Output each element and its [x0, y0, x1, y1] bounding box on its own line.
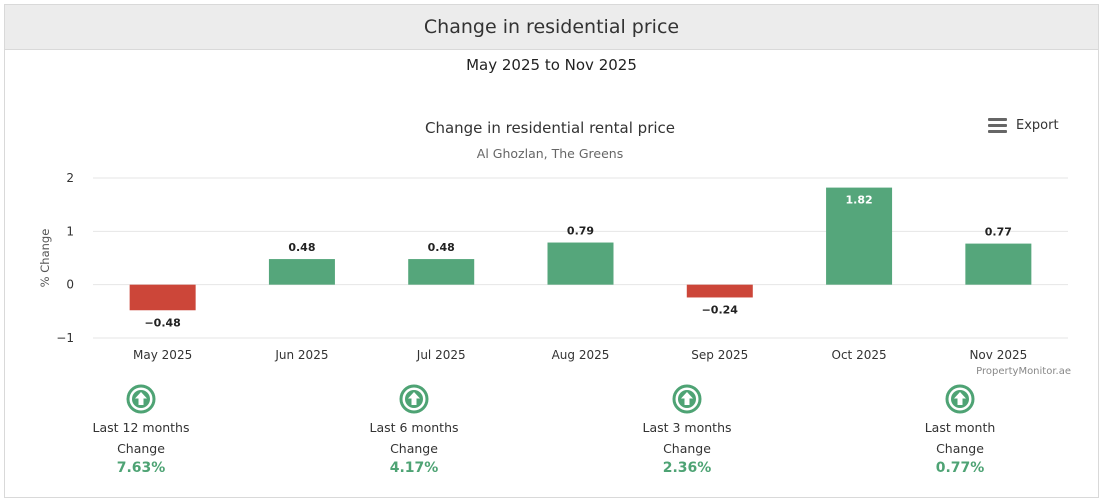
menu-icon: [988, 118, 1007, 133]
export-button[interactable]: Export: [988, 118, 1059, 133]
chart-subtitle: Al Ghozlan, The Greens: [477, 146, 623, 161]
stat-last-6-months: Last 6 months Change 4.17%: [334, 384, 494, 476]
x-tick-label: Aug 2025: [552, 348, 610, 362]
stat-last-12-months: Last 12 months Change 7.63%: [61, 384, 221, 476]
bar: [408, 259, 475, 285]
x-tick-label: Jun 2025: [274, 348, 328, 362]
stat-value: 7.63%: [116, 460, 166, 476]
bar: [826, 187, 893, 285]
chart-title: Change in residential rental price: [425, 119, 675, 137]
stat-label: Change: [390, 441, 438, 456]
bar: [686, 284, 753, 298]
x-tick-label: May 2025: [133, 348, 192, 362]
panel-title: Change in residential price: [423, 16, 680, 38]
y-tick-label: 1: [66, 224, 74, 238]
stat-label: Change: [936, 441, 984, 456]
x-tick-label: Sep 2025: [691, 348, 748, 362]
stat-label: Change: [117, 441, 165, 456]
stat-period: Last month: [924, 420, 996, 435]
arrow-up-circle-icon: [399, 384, 429, 414]
period-label: May 2025 to Nov 2025: [466, 56, 637, 74]
bar: [547, 242, 614, 285]
y-tick-label: 2: [66, 171, 74, 185]
data-label: 0.79: [567, 225, 594, 238]
arrow-up-circle-icon: [945, 384, 975, 414]
bar: [268, 259, 335, 285]
stat-period: Last 6 months: [369, 420, 459, 435]
y-tick-label: 0: [66, 278, 74, 292]
stat-value: 4.17%: [389, 460, 439, 476]
y-axis-label: % Change: [38, 229, 52, 288]
data-label: 0.48: [428, 241, 455, 254]
arrow-up-circle-icon: [672, 384, 702, 414]
data-label: 0.48: [288, 241, 315, 254]
stat-value: 2.36%: [662, 460, 712, 476]
data-label: 0.77: [985, 226, 1012, 239]
y-tick-label: −1: [56, 331, 74, 345]
export-label: Export: [1016, 118, 1059, 133]
stat-value: 0.77%: [935, 460, 985, 476]
stat-label: Change: [663, 441, 711, 456]
stat-period: Last 3 months: [642, 420, 732, 435]
x-tick-label: Jul 2025: [416, 348, 466, 362]
bar: [129, 284, 196, 311]
stat-last-3-months: Last 3 months Change 2.36%: [607, 384, 767, 476]
data-label: −0.24: [702, 303, 739, 316]
panel-header: Change in residential price: [5, 5, 1098, 50]
data-label: 1.82: [846, 194, 873, 207]
data-label: −0.48: [144, 316, 180, 329]
price-change-panel: Change in residential price: [4, 4, 1099, 498]
x-tick-label: Oct 2025: [832, 348, 887, 362]
bar: [965, 243, 1032, 285]
x-tick-label: Nov 2025: [969, 348, 1027, 362]
stat-period: Last 12 months: [92, 420, 190, 435]
stat-last-month: Last month Change 0.77%: [880, 384, 1040, 476]
arrow-up-circle-icon: [126, 384, 156, 414]
chart-credit[interactable]: PropertyMonitor.ae: [976, 366, 1071, 377]
